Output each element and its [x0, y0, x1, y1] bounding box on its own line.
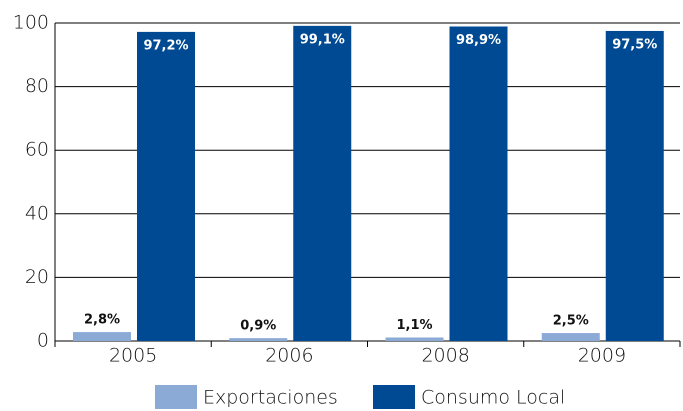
bar [385, 337, 444, 341]
value-label: 0,9% [240, 319, 276, 334]
bar [541, 333, 600, 341]
legend-label: Consumo Local [421, 387, 565, 409]
bar [137, 31, 195, 342]
value-label: 97,5% [612, 37, 657, 52]
bar [229, 338, 288, 341]
bar [73, 332, 131, 341]
bar [449, 26, 508, 342]
x-tick-label: 2006 [265, 345, 313, 367]
y-tick-label: 40 [25, 202, 49, 224]
y-tick-label: 100 [13, 12, 49, 34]
x-tick-label: 2005 [109, 345, 157, 367]
value-label: 2,8% [84, 313, 120, 328]
x-tick-label: 2008 [421, 345, 469, 367]
legend-swatch [373, 385, 415, 409]
legend-swatch [155, 385, 197, 409]
x-tick-label: 2009 [578, 345, 626, 367]
value-label: 2,5% [553, 314, 589, 329]
bar [293, 25, 352, 341]
value-label: 1,1% [396, 318, 432, 333]
y-tick-label: 0 [37, 330, 49, 352]
bar [605, 30, 664, 341]
y-tick-label: 20 [25, 266, 49, 288]
value-label: 99,1% [300, 32, 345, 47]
value-label: 97,2% [143, 38, 188, 53]
value-label: 98,9% [456, 33, 501, 48]
legend-label: Exportaciones [203, 387, 338, 409]
y-tick-label: 60 [25, 139, 49, 161]
y-tick-label: 80 [25, 75, 49, 97]
